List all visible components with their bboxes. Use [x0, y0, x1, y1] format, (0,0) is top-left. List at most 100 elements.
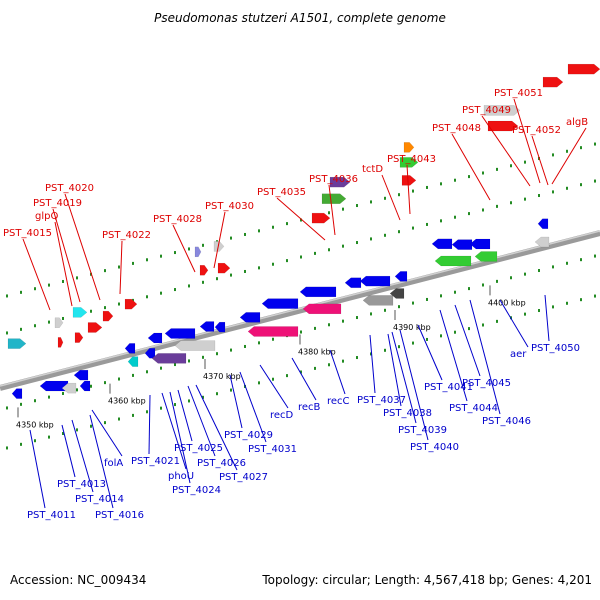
gene-feature: [11, 388, 23, 399]
reverse-leader-line: [29, 429, 46, 509]
track-dot: [286, 374, 288, 378]
track-dot: [6, 446, 8, 450]
forward-gene-label: PST_4022: [102, 230, 151, 241]
forward-leader-line: [451, 133, 491, 201]
track-dot: [384, 196, 386, 200]
track-dot: [398, 230, 400, 234]
track-dot: [34, 324, 36, 328]
track-dot: [90, 424, 92, 428]
reverse-gene-label: recB: [298, 402, 321, 413]
track-dot: [426, 222, 428, 226]
gene-feature: [344, 277, 362, 289]
forward-gene-label: PST_4049: [462, 105, 511, 116]
gene-feature: [401, 175, 417, 186]
gene-feature: [567, 63, 600, 75]
forward-leader-line: [172, 224, 196, 273]
track-dot: [230, 388, 232, 392]
reverse-leader-line: [391, 331, 417, 424]
track-dot: [370, 352, 372, 356]
track-dot: [398, 193, 400, 197]
gene-feature: [362, 295, 394, 306]
track-dot: [566, 261, 568, 265]
track-dot: [118, 377, 120, 381]
track-dot: [244, 232, 246, 236]
track-dot: [328, 211, 330, 215]
track-dot: [202, 243, 204, 247]
track-dot: [594, 294, 596, 298]
forward-gene-label: PST_4028: [153, 214, 202, 225]
reverse-leader-line: [387, 333, 402, 407]
reverse-leader-line: [399, 329, 429, 441]
track-dot: [482, 283, 484, 287]
track-dot: [258, 341, 260, 345]
gene-feature: [174, 340, 216, 351]
forward-leader-line: [513, 98, 541, 184]
track-dot: [412, 341, 414, 345]
track-dot: [342, 244, 344, 248]
track-dot: [62, 391, 64, 395]
track-dot: [356, 356, 358, 360]
forward-leader-line: [551, 127, 587, 185]
reverse-leader-line: [148, 394, 151, 455]
track-dot: [6, 406, 8, 410]
track-dot: [48, 283, 50, 287]
map-title: Pseudomonas stutzeri A1501, complete gen…: [154, 11, 446, 25]
track-dot: [104, 421, 106, 425]
track-dot: [202, 395, 204, 399]
track-dot: [566, 149, 568, 153]
track-dot: [580, 183, 582, 187]
track-dot: [34, 439, 36, 443]
scale-tick-label: 4370 kbp: [203, 372, 241, 381]
track-dot: [76, 428, 78, 432]
track-dot: [300, 330, 302, 334]
track-dot: [300, 370, 302, 374]
track-dot: [468, 327, 470, 331]
scale-tick-label: 4380 kbp: [298, 348, 336, 357]
track-dot: [370, 237, 372, 241]
gene-feature: [483, 105, 521, 116]
reverse-gene-label: PST_4041: [424, 382, 473, 393]
forward-gene-label: PST_4030: [205, 201, 254, 212]
gene-feature: [57, 337, 64, 348]
genome-backbone: [0, 230, 600, 391]
track-dot: [118, 265, 120, 269]
forward-leader-line: [276, 197, 326, 241]
forward-leader-line: [52, 208, 81, 303]
forward-leader-line: [481, 115, 531, 187]
reverse-leader-line: [195, 384, 238, 471]
gene-feature: [247, 326, 299, 337]
reverse-leader-line: [469, 299, 501, 415]
reverse-leader-line: [161, 392, 187, 470]
track-dot: [48, 435, 50, 439]
track-dot: [440, 219, 442, 223]
track-dot: [384, 348, 386, 352]
track-dot: [412, 301, 414, 305]
reverse-gene-labels: PST_4011 PST_4013 PST_4014 PST_4016 folA PST_…: [27, 294, 580, 521]
track-dot: [384, 233, 386, 237]
track-dot: [370, 200, 372, 204]
reverse-gene-label: PST_4026: [197, 458, 246, 469]
track-dot: [272, 337, 274, 341]
track-dot: [594, 254, 596, 258]
track-dot: [62, 316, 64, 320]
track-dot: [160, 406, 162, 410]
gene-feature: [39, 380, 69, 392]
reverse-leader-line: [454, 304, 481, 377]
track-dot: [314, 251, 316, 255]
gene-feature: [434, 255, 472, 267]
track-dot: [6, 294, 8, 298]
gene-feature: [261, 298, 299, 309]
gene-feature: [451, 239, 473, 250]
forward-gene-label: PST_4036: [309, 174, 358, 185]
gene-feature: [394, 271, 408, 282]
reverse-leader-line: [369, 334, 376, 394]
reverse-leader-line: [229, 374, 243, 429]
track-dot: [370, 312, 372, 316]
track-dot: [384, 308, 386, 312]
track-dot: [258, 381, 260, 385]
gene-feature: [213, 241, 225, 252]
track-dot: [146, 370, 148, 374]
scale-tick-label: 4390 kbp: [393, 323, 431, 332]
forward-leader-line: [328, 184, 336, 236]
